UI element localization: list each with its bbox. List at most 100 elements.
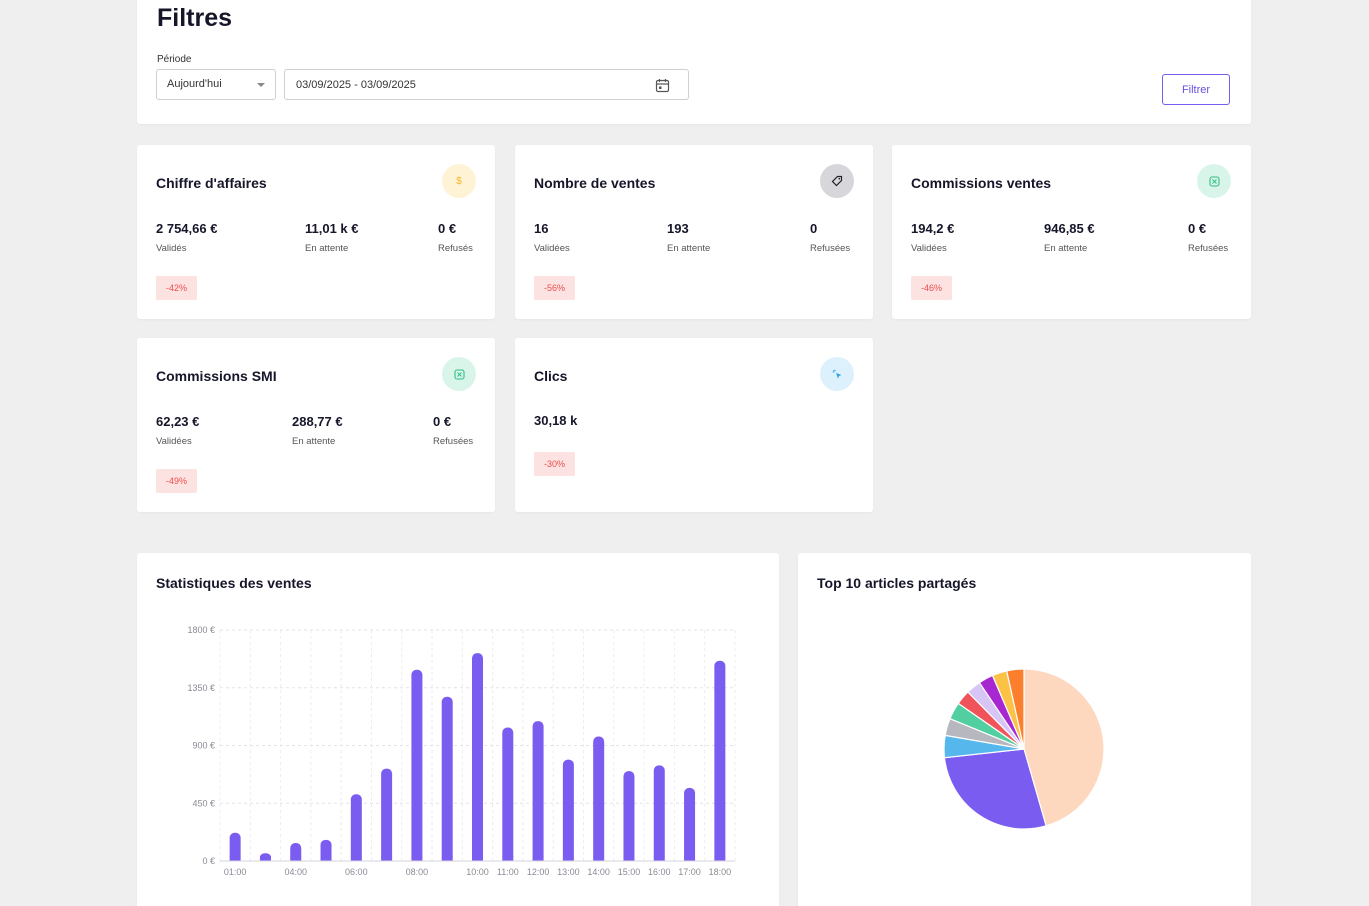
pie-slice[interactable] [1006, 668, 1025, 750]
tag-icon [820, 164, 854, 198]
bar-base [441, 856, 453, 861]
clicks-change-badge: -30% [534, 452, 576, 476]
bar[interactable] [472, 653, 483, 861]
bar[interactable] [411, 669, 423, 861]
caret-down-icon [257, 83, 265, 87]
sales-validated-label: Validées [534, 243, 570, 254]
top-articles-pie-chart [943, 668, 1105, 830]
calendar-icon[interactable] [655, 78, 670, 96]
bar[interactable] [593, 736, 605, 861]
bar-base [532, 856, 544, 861]
bar-base [714, 856, 726, 861]
smi-validated-label: Validées [156, 436, 192, 447]
bar-base [259, 856, 271, 861]
bar-base [653, 856, 665, 861]
sales-chart-card: Statistiques des ventes 0 € 450 € 900 € 135… [137, 553, 779, 906]
smi-validated-value: 62,23 € [156, 414, 200, 429]
sales-commissions-pending-label: En attente [1044, 243, 1088, 254]
smi-refused-label: Refusées [433, 436, 474, 447]
bar[interactable] [441, 696, 453, 861]
bar[interactable] [532, 721, 544, 861]
smi-change-badge: -49% [156, 469, 198, 493]
revenue-validated-value: 2 754,66 € [156, 221, 218, 236]
smi-commissions-title: Commissions SMI [156, 368, 277, 384]
x-tick-label: 17:00 [678, 867, 701, 877]
bar-base [472, 856, 483, 861]
sales-commissions-pending-value: 946,85 € [1044, 221, 1095, 236]
bar[interactable] [562, 759, 574, 861]
y-tick-label: 0 € [202, 856, 215, 866]
sales-validated-value: 16 [534, 221, 549, 236]
filters-card: Filtres Période Aujourd'hui 03/09/2025 -… [137, 0, 1251, 124]
clicks-card: Clics 30,18 k -30% [515, 338, 873, 512]
x-tick-label: 10:00 [466, 867, 489, 877]
sales-commissions-change-badge: -46% [911, 276, 953, 300]
top-articles-card: Top 10 articles partagés [798, 553, 1251, 906]
x-tick-label: 14:00 [587, 867, 610, 877]
dollar-icon: $ [442, 164, 476, 198]
sales-pending-value: 193 [667, 221, 689, 236]
clicks-title: Clics [534, 368, 568, 384]
bar[interactable] [381, 768, 393, 861]
sales-commissions-validated-label: Validées [911, 243, 947, 254]
bar[interactable] [684, 787, 696, 861]
pie-slice[interactable] [1023, 668, 1105, 827]
bar-base [562, 856, 574, 861]
bar[interactable] [229, 832, 241, 861]
smi-pending-value: 288,77 € [292, 414, 343, 429]
bar-base [623, 856, 635, 861]
period-select-value: Aujourd'hui [167, 78, 222, 90]
smi-refused-value: 0 € [433, 414, 452, 429]
period-select[interactable]: Aujourd'hui [156, 69, 276, 100]
x-tick-label: 12:00 [527, 867, 550, 877]
sales-pending-label: En attente [667, 243, 711, 254]
revenue-validated-label: Validés [156, 243, 187, 254]
bar[interactable] [320, 839, 332, 861]
x-tick-label: 06:00 [345, 867, 368, 877]
x-tick-label: 08:00 [406, 867, 429, 877]
sales-change-badge: -56% [534, 276, 576, 300]
filters-title: Filtres [157, 4, 233, 32]
smi-commissions-card: Commissions SMI 62,23 € Validées 288,77 … [137, 338, 495, 512]
bar[interactable] [502, 727, 514, 861]
bar-base [593, 856, 605, 861]
x-tick-label: 13:00 [557, 867, 580, 877]
bar-base [350, 856, 362, 861]
pie-chart-title: Top 10 articles partagés [817, 575, 977, 591]
date-range-value: 03/09/2025 - 03/09/2025 [296, 79, 416, 91]
sales-commissions-validated-value: 194,2 € [911, 221, 955, 236]
x-tick-label: 11:00 [497, 867, 519, 877]
pie-slice[interactable] [943, 748, 1047, 830]
revenue-change-badge: -42% [156, 276, 198, 300]
bar-base [381, 856, 393, 861]
sales-chart-title: Statistiques des ventes [156, 575, 312, 591]
bar[interactable] [714, 660, 726, 861]
bar[interactable] [653, 765, 665, 861]
sales-bar-chart: 0 € 450 € 900 € 1350 € 1800 € 01:00 04:00 06:00… [187, 625, 736, 877]
sales-refused-label: Refusées [810, 243, 851, 254]
bar-base [320, 856, 332, 861]
x-tick-label: 15:00 [618, 867, 641, 877]
y-tick-label: 1800 € [187, 625, 215, 635]
sales-refused-value: 0 [810, 221, 818, 236]
bar[interactable] [623, 771, 635, 861]
y-tick-label: 450 € [192, 798, 215, 808]
revenue-pending-value: 11,01 k € [305, 221, 359, 236]
bar[interactable] [350, 794, 362, 861]
sales-commissions-refused-value: 0 € [1188, 221, 1207, 236]
sales-commissions-refused-label: Refusées [1188, 243, 1229, 254]
sales-count-card: Nombre de ventes 16 Validées 193 En atte… [515, 145, 873, 319]
x-tick-label: 16:00 [648, 867, 671, 877]
x-tick-label: 01:00 [224, 867, 247, 877]
filter-button[interactable]: Filtrer [1162, 74, 1230, 105]
clicks-value: 30,18 k [534, 413, 578, 428]
bar-base [411, 856, 423, 861]
revenue-card: Chiffre d'affaires $ 2 754,66 € Validés … [137, 145, 495, 319]
bar-base [229, 856, 241, 861]
revenue-refused-value: 0 € [438, 221, 457, 236]
revenue-pending-label: En attente [305, 243, 349, 254]
bar-base [502, 856, 514, 861]
sales-commissions-card: Commissions ventes 194,2 € Validées 946,… [892, 145, 1251, 319]
coin-icon [442, 357, 476, 391]
date-range-input[interactable]: 03/09/2025 - 03/09/2025 [284, 69, 689, 100]
